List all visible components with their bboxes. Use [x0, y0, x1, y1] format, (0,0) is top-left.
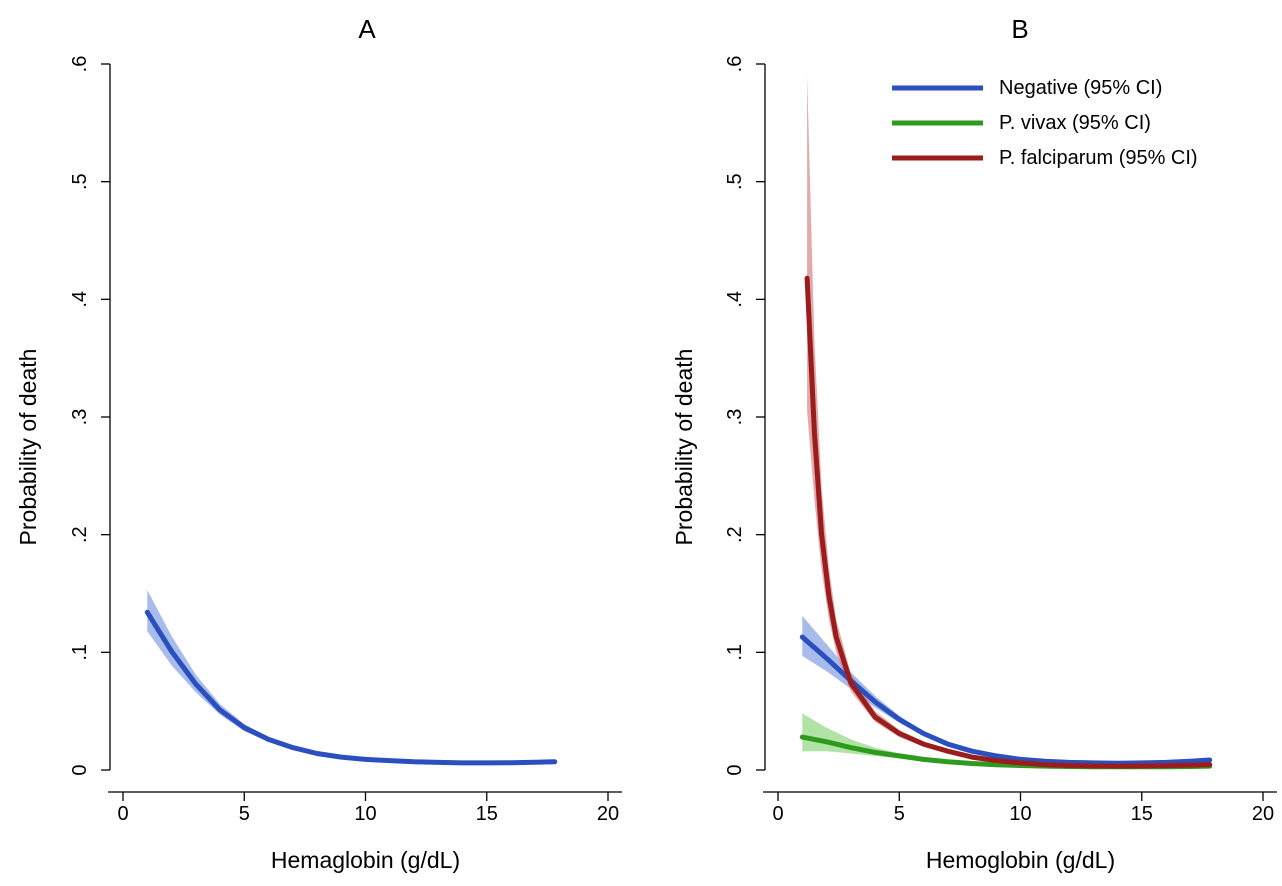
- x-tick-label: 0: [117, 803, 128, 825]
- series-line-0: [799, 634, 1213, 766]
- x-axis-label: Hemaglobin (g/dL): [271, 847, 460, 873]
- y-axis-label: Probability of death: [15, 349, 41, 546]
- y-tick-label: .5: [69, 173, 91, 190]
- legend-label: P. vivax (95% CI): [999, 112, 1151, 134]
- panel-title: A: [358, 14, 376, 44]
- panel-a: A 0 .1 .2 .3 .4 .5 .6 Probability of death 0 5 10 15…: [15, 14, 622, 873]
- legend: Negative (95% CI) P. vivax (95% CI) P. fal…: [892, 77, 1198, 169]
- y-tick-label: .2: [724, 526, 746, 543]
- x-tick-label: 0: [772, 803, 783, 825]
- ci-band-2: [807, 75, 1210, 767]
- y-tick-label: .5: [724, 173, 746, 190]
- y-tick-label: .4: [69, 291, 91, 308]
- y-tick-label: .1: [69, 644, 91, 661]
- y-tick-label: .2: [69, 526, 91, 543]
- y-tick-label: .3: [724, 409, 746, 426]
- legend-label: P. falciparum (95% CI): [999, 147, 1198, 169]
- x-tick-label: 5: [239, 803, 250, 825]
- y-tick-label: 0: [724, 764, 746, 775]
- y-tick-label: .6: [69, 56, 91, 73]
- x-tick-label: 15: [1131, 803, 1153, 825]
- ci-band-0: [147, 590, 555, 764]
- x-tick-label: 15: [476, 803, 498, 825]
- x-tick-label: 10: [354, 803, 376, 825]
- y-axis-label: Probability of death: [671, 349, 697, 546]
- x-tick-label: 20: [597, 803, 619, 825]
- y-tick-label: .4: [724, 291, 746, 308]
- y-tick-label: 0: [69, 764, 91, 775]
- panel-title: B: [1011, 14, 1028, 44]
- legend-label: Negative (95% CI): [999, 77, 1162, 99]
- x-tick-label: 10: [1009, 803, 1031, 825]
- x-axis-label: Hemoglobin (g/dL): [926, 847, 1115, 873]
- y-tick-label: .1: [724, 644, 746, 661]
- panel-b: B 0 .1 .2 .3 .4 .5 .6 Probability of death 0 5 10 15…: [671, 14, 1277, 873]
- y-tick-label: .6: [724, 56, 746, 73]
- x-tick-label: 20: [1252, 803, 1274, 825]
- y-tick-label: .3: [69, 409, 91, 426]
- x-tick-label: 5: [894, 803, 905, 825]
- series-line-0: [144, 609, 558, 766]
- series-line-2: [804, 275, 1213, 769]
